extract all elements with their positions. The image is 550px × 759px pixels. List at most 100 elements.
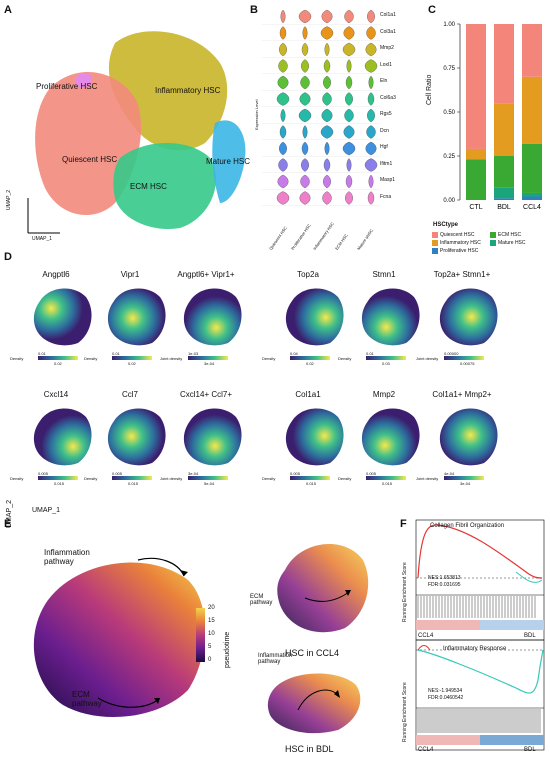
violin-shape (364, 158, 378, 172)
density-legend-label: Density (10, 356, 24, 361)
density-tick: 0.02 (54, 361, 62, 366)
gene-label: Eln (380, 78, 388, 84)
gsea-bottom (415, 639, 545, 751)
density-tick: 0.015 (382, 481, 393, 486)
violin-shape (320, 26, 334, 40)
violin-shape (367, 108, 375, 123)
density-colorbar (444, 356, 484, 360)
density-blob (33, 408, 92, 466)
label-inflammatory: Inflammatory HSC (155, 86, 221, 95)
violin-shape (345, 75, 353, 90)
bar-segment (466, 148, 486, 160)
violin-shape (343, 26, 355, 40)
legend-label: ECM HSC (498, 232, 522, 238)
violin-shape (280, 108, 286, 123)
ytick-label: 0.50 (443, 110, 455, 116)
bar-segment (494, 24, 514, 104)
violin-shape (345, 191, 353, 205)
density-umap (33, 408, 92, 466)
pseudotime-label: pseudotime (224, 631, 231, 668)
bar-segment (522, 143, 542, 193)
bar-segment (494, 103, 514, 156)
celltype-label: Quiescent HSC (268, 225, 288, 251)
density-tick: 0.015 (54, 481, 65, 486)
density-tick: 0.03 (382, 361, 390, 366)
violin-shape (279, 141, 287, 156)
density-blob (33, 288, 92, 346)
category-label: BDL (497, 204, 511, 211)
cluster-mature (212, 120, 246, 203)
violin-shape (300, 75, 310, 90)
density-tick: 0.00000 (444, 351, 459, 356)
umap-a (27, 31, 246, 234)
panel-d-letter: D (4, 251, 12, 263)
gene-label: Masp1 (380, 177, 396, 183)
violin-shape (320, 125, 334, 139)
celltype-label: Inflammatory HSC (312, 221, 335, 251)
gsea-bottom-left: CCL4 (418, 747, 434, 753)
density-title: Top2a+ Stmn1+ (433, 270, 491, 279)
violin-shape (344, 108, 354, 123)
violin-shape (277, 75, 289, 90)
legend-swatch (490, 232, 496, 238)
violin-shape (367, 191, 375, 205)
density-legend-label: Joint density (160, 476, 183, 481)
violin-shape (368, 75, 374, 90)
celltype-label: ECM HSC (334, 232, 349, 251)
density-title: Col1a1 (295, 390, 321, 399)
gene-label: Mmp2 (380, 45, 394, 51)
density-title: Ccl7 (121, 390, 138, 399)
pseudotime-tick: 5 (208, 644, 212, 650)
legend-label: Inflammatory HSC (440, 240, 481, 246)
density-title: Cxcl14 (43, 390, 69, 399)
violin-shape (368, 174, 374, 189)
ytick-label: 0.75 (443, 66, 455, 72)
violin-ylabel: Expression Level (254, 99, 259, 130)
pseudotime-tick: 15 (208, 618, 215, 624)
density-title: Mmp2 (372, 390, 396, 399)
density-tick: 0.02 (306, 361, 314, 366)
density-umap (285, 288, 344, 346)
density-blob (285, 408, 344, 466)
gene-label: Fcna (380, 193, 392, 200)
violin-shape (366, 26, 376, 40)
gsea-bottom-nes: NES:-1.949534 (428, 688, 463, 694)
violin-shape (299, 191, 311, 205)
celltype-label: Mature aHSC (356, 228, 374, 251)
pseudotime-umap (33, 557, 205, 717)
gene-label: Ifitm1 (380, 160, 393, 167)
density-blob (439, 288, 498, 346)
density-title: Angptl6 (42, 270, 70, 279)
umap-a-x: UMAP_1 (32, 236, 53, 242)
violin-shape (321, 108, 333, 123)
density-tick: 3e-04 (204, 361, 215, 366)
density-legend-label: Joint density (416, 356, 439, 361)
violin-shape (322, 191, 332, 205)
violin-shape (298, 9, 312, 24)
panel-c-letter: C (428, 4, 436, 16)
gene-label: Col1a1 (380, 12, 396, 18)
density-colorbar (112, 476, 152, 480)
bar-segment (522, 76, 542, 144)
density-colorbar (112, 356, 152, 360)
violin-shape (302, 125, 308, 139)
density-umap (183, 408, 242, 466)
density-tick: 0.005 (366, 471, 377, 476)
violin-shape (324, 141, 330, 156)
violin-shape (280, 9, 286, 24)
bar-segment (466, 24, 486, 149)
density-colorbar (444, 476, 484, 480)
density-umap (107, 288, 166, 346)
density-legend-label: Joint density (160, 356, 183, 361)
gsea-top-right: BDL (524, 633, 536, 639)
density-tick: 0.02 (128, 361, 136, 366)
bar-segment (522, 24, 542, 77)
violin-shape (323, 158, 331, 172)
density-umap (439, 408, 498, 466)
density-umap (361, 408, 420, 466)
density-tick: 3e-04 (460, 481, 471, 486)
umap-d-x: UMAP_1 (32, 507, 61, 514)
pseudotime-tick: 10 (208, 631, 215, 637)
violin-shape (276, 191, 290, 205)
gsea-bottom-right: BDL (524, 747, 536, 753)
